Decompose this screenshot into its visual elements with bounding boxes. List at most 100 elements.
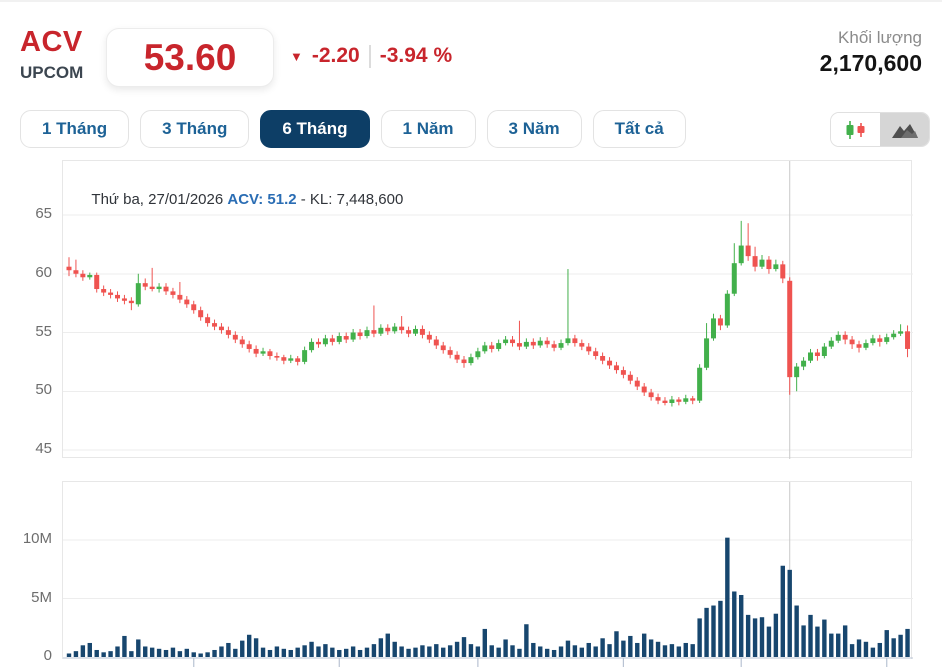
candle-body xyxy=(787,280,793,378)
volume-bar xyxy=(427,646,432,657)
candle-body xyxy=(94,274,100,290)
volume-bar xyxy=(822,619,827,657)
candle-body xyxy=(177,294,183,300)
candle-body xyxy=(364,330,370,337)
volume-bar xyxy=(475,646,481,657)
volume-bar xyxy=(198,653,203,657)
down-triangle-icon: ▼ xyxy=(290,48,303,64)
volume-bar xyxy=(697,618,702,657)
volume-bar xyxy=(579,647,585,657)
candle-body xyxy=(475,351,481,358)
volume-bar xyxy=(191,652,196,657)
volume-bar xyxy=(551,649,557,657)
candle-body xyxy=(170,291,176,295)
candle-body xyxy=(461,359,467,364)
volume-bar xyxy=(745,614,751,657)
candle-body xyxy=(419,328,425,335)
volume-bar xyxy=(773,613,779,657)
volume-bar xyxy=(690,644,695,657)
candle-body xyxy=(87,274,93,278)
candle-body xyxy=(260,351,266,354)
tooltip-volume: - KL: 7,448,600 xyxy=(296,191,404,208)
area-chart-button[interactable] xyxy=(880,113,929,146)
volume-bar xyxy=(350,646,356,657)
candle-body xyxy=(821,346,827,356)
candle-body xyxy=(683,398,689,402)
volume-bar xyxy=(655,641,661,657)
candle-body xyxy=(343,336,349,340)
candle-body xyxy=(413,328,418,334)
candle-body xyxy=(516,343,522,347)
tab-1-year[interactable]: 1 Năm xyxy=(380,110,476,148)
volume-bar xyxy=(226,642,231,657)
candle-body xyxy=(905,331,911,349)
candle-body xyxy=(662,400,668,403)
price-change-percent: -3.94 % xyxy=(379,44,453,67)
volume-bar xyxy=(447,645,453,657)
candlestick-chart-button[interactable] xyxy=(831,113,880,146)
tab-3-months[interactable]: 3 Tháng xyxy=(140,110,250,148)
candle-body xyxy=(212,323,218,327)
volume-bar xyxy=(260,647,266,657)
candle-body xyxy=(641,386,647,393)
volume-bar xyxy=(891,638,896,657)
candle-body xyxy=(738,245,744,264)
volume-bar xyxy=(233,648,238,657)
volume-bar xyxy=(420,645,425,657)
volume-bar xyxy=(794,605,799,657)
price-chart-svg xyxy=(63,161,913,459)
volume-bar xyxy=(406,648,411,657)
volume-bar xyxy=(330,647,335,657)
candle-body xyxy=(184,299,190,305)
volume-bar xyxy=(73,651,79,657)
volume-bar xyxy=(371,644,377,657)
volume-bar xyxy=(323,644,328,657)
candle-body xyxy=(406,330,412,334)
period-tabs: 1 Tháng 3 Tháng 6 Tháng 1 Năm 3 Năm Tất … xyxy=(20,110,686,148)
volume-bar xyxy=(524,624,529,657)
price-change: -2.20 xyxy=(311,44,360,67)
volume-bar xyxy=(399,646,404,657)
volume-bar xyxy=(759,617,765,657)
volume-bar xyxy=(385,633,390,657)
volume-bar xyxy=(565,640,571,657)
tab-6-months[interactable]: 6 Tháng xyxy=(260,110,370,148)
volume-bar xyxy=(905,628,910,657)
candle-body xyxy=(607,360,613,366)
tab-3-years[interactable]: 3 Năm xyxy=(486,110,582,148)
candle-body xyxy=(468,357,474,364)
volume-bar xyxy=(510,645,515,657)
volume-chart-pane[interactable] xyxy=(62,481,913,667)
volume-bar xyxy=(787,569,792,657)
volume-bar xyxy=(253,638,259,657)
volume-chart-svg xyxy=(63,482,913,667)
candle-body xyxy=(510,339,516,344)
volume-bar xyxy=(842,625,848,657)
volume-bar xyxy=(413,647,418,657)
tab-1-month[interactable]: 1 Tháng xyxy=(20,110,130,148)
volume-bar xyxy=(156,648,162,657)
candle-body xyxy=(482,345,488,352)
volume-bar xyxy=(101,652,106,657)
candle-body xyxy=(322,338,328,345)
volume-bar xyxy=(766,626,772,657)
candle-body xyxy=(128,300,134,304)
candle-body xyxy=(350,332,356,340)
tab-all[interactable]: Tất cả xyxy=(592,110,686,148)
candle-body xyxy=(73,270,79,274)
volume-bar xyxy=(281,648,287,657)
price-chart-pane[interactable] xyxy=(62,160,913,459)
candle-body xyxy=(281,357,287,361)
volume-bar xyxy=(240,640,245,657)
candle-body xyxy=(496,343,502,349)
tooltip-price: ACV: 51.2 xyxy=(227,191,297,208)
candle-body xyxy=(523,341,529,347)
volume-bar xyxy=(482,628,487,657)
candle-body xyxy=(218,326,224,331)
candle-body xyxy=(315,341,321,345)
current-price: 53.60 xyxy=(143,36,237,78)
volume-bar xyxy=(780,565,785,657)
volume-bar xyxy=(752,618,758,657)
volume-bar xyxy=(441,647,446,657)
